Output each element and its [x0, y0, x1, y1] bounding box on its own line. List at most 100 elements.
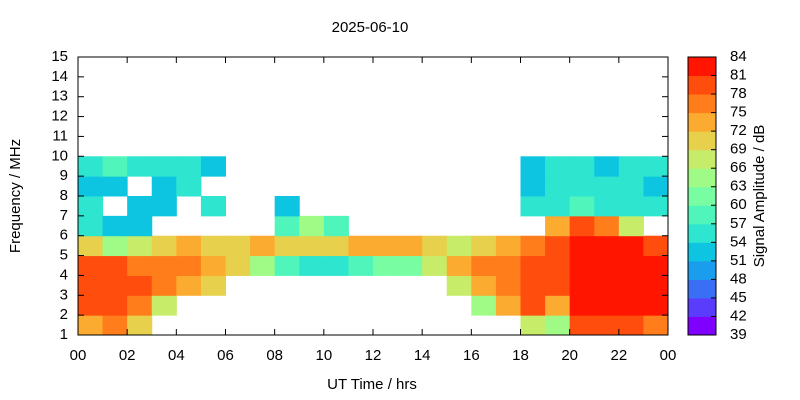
colorbar-tick-label: 81	[730, 67, 747, 84]
heatmap-cell	[643, 275, 669, 296]
heatmap-cell	[274, 215, 300, 237]
heatmap-cell	[569, 255, 595, 276]
heatmap-cell	[200, 275, 226, 296]
heatmap-cell	[299, 235, 325, 257]
heatmap-cell	[274, 235, 300, 257]
y-tick-label: 2	[60, 306, 68, 323]
heatmap-cell	[643, 255, 669, 276]
heatmap-cell	[323, 255, 349, 276]
y-tick-label: 9	[60, 167, 68, 184]
heatmap-cell	[397, 255, 423, 276]
heatmap-cell	[618, 315, 644, 336]
y-tick-label: 14	[51, 68, 68, 85]
heatmap-cell	[471, 235, 497, 257]
heatmap-cell	[618, 295, 644, 316]
heatmap-cell	[618, 235, 644, 257]
y-tick-label: 6	[60, 227, 68, 244]
heatmap-cell	[520, 156, 546, 177]
y-tick-label: 7	[60, 207, 68, 224]
heatmap-cell	[200, 235, 226, 257]
x-tick-label: 18	[512, 347, 529, 364]
heatmap-cell	[471, 295, 497, 316]
heatmap-cell	[618, 156, 644, 177]
heatmap-cell	[127, 255, 153, 276]
x-tick-label: 16	[463, 347, 480, 364]
heatmap-cell	[594, 235, 620, 257]
heatmap-cell	[545, 295, 571, 316]
heatmap-cell	[643, 196, 669, 217]
heatmap-cell	[200, 255, 226, 276]
heatmap-cell	[643, 315, 669, 336]
heatmap-cell	[127, 215, 153, 237]
x-tick-label: 20	[561, 347, 578, 364]
y-axis-label: Frequency / MHz	[7, 139, 24, 253]
heatmap-cell	[397, 235, 423, 257]
heatmap-cell	[176, 235, 202, 257]
heatmap-cell	[520, 196, 546, 217]
colorbar-tick-label: 63	[730, 178, 747, 195]
heatmap-cell	[127, 295, 153, 316]
heatmap-cell	[545, 176, 571, 197]
colorbar-band	[688, 260, 716, 280]
heatmap-cell	[520, 275, 546, 296]
x-tick-label: 12	[365, 347, 382, 364]
colorbar-tick-label: 84	[730, 48, 747, 65]
heatmap-cell	[200, 196, 226, 217]
heatmap-cell	[618, 275, 644, 296]
y-tick-label: 1	[60, 326, 68, 343]
heatmap-cell	[446, 275, 472, 296]
heatmap-cell	[348, 235, 374, 257]
y-tick-label: 5	[60, 247, 68, 264]
colorbar-band	[688, 168, 716, 188]
heatmap-cell	[594, 255, 620, 276]
heatmap-cell	[225, 255, 251, 276]
colorbar-tick-label: 78	[730, 85, 747, 102]
heatmap-cell	[225, 235, 251, 257]
colorbar-tick-label: 48	[730, 270, 747, 287]
heatmap-cell	[545, 235, 571, 257]
colorbar-band	[688, 242, 716, 262]
heatmap-cell	[323, 215, 349, 237]
heatmap-cell	[102, 275, 128, 296]
y-tick-label: 13	[51, 88, 68, 105]
heatmap-cell	[495, 235, 521, 257]
heatmap-cell	[78, 176, 104, 197]
heatmap-cell	[643, 295, 669, 316]
heatmap-cell	[520, 235, 546, 257]
heatmap-cell	[545, 156, 571, 177]
heatmap-cell	[151, 295, 177, 316]
colorbar-band	[688, 223, 716, 243]
x-tick-label: 00	[70, 347, 87, 364]
heatmap-cell	[520, 176, 546, 197]
colorbar-tick-label: 72	[730, 122, 747, 139]
heatmap-cell	[471, 255, 497, 276]
heatmap-cell	[151, 255, 177, 276]
x-tick-label: 22	[610, 347, 627, 364]
colorbar-band	[688, 75, 716, 95]
heatmap-cell	[618, 255, 644, 276]
heatmap-cell	[274, 255, 300, 276]
colorbar-band	[688, 94, 716, 114]
heatmap-cell	[102, 176, 128, 197]
heatmap-cell	[594, 215, 620, 237]
colorbar-band	[688, 297, 716, 317]
heatmap-cell	[78, 196, 104, 217]
heatmap-cell	[545, 215, 571, 237]
y-tick-label: 3	[60, 286, 68, 303]
y-tick-label: 4	[60, 266, 68, 283]
heatmap-cell	[446, 255, 472, 276]
colorbar-band	[688, 186, 716, 206]
heatmap-cell	[569, 196, 595, 217]
heatmap-cell	[102, 215, 128, 237]
heatmap-cell	[594, 315, 620, 336]
heatmap-cell	[78, 255, 104, 276]
heatmap-cell	[151, 235, 177, 257]
heatmap-cell	[618, 176, 644, 197]
heatmap-cell	[127, 235, 153, 257]
heatmap-cell	[78, 235, 104, 257]
heatmap-cell	[127, 275, 153, 296]
heatmap-cell	[422, 235, 448, 257]
heatmap-cell	[569, 295, 595, 316]
heatmap-cell	[348, 255, 374, 276]
